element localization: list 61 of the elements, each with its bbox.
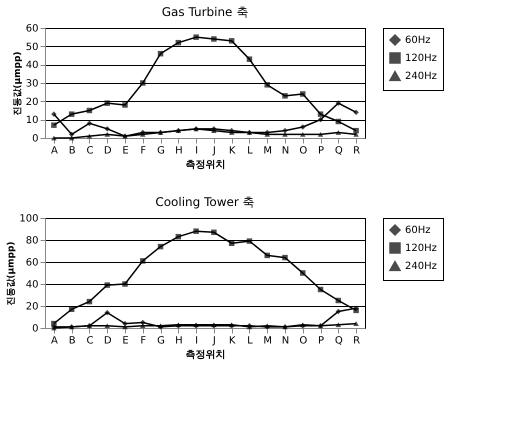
x-tick-label: Q: [334, 146, 343, 156]
y-tick-label: 100: [19, 214, 38, 224]
x-tick-label: B: [68, 336, 76, 346]
y-tick-label: 20: [26, 302, 38, 312]
x-tick-label: P: [318, 336, 324, 346]
x-tick-label: C: [86, 146, 94, 156]
x-tick-label: A: [50, 336, 58, 346]
x-tick-label: L: [247, 146, 254, 156]
y-tick-label: 60: [26, 24, 38, 34]
x-tick-label: E: [122, 146, 129, 156]
chart-title: Gas Turbine 축: [162, 5, 248, 19]
x-tick-label: G: [157, 146, 165, 156]
x-tick-label: G: [157, 336, 165, 346]
x-tick-label: J: [212, 336, 216, 346]
y-tick-label: 30: [26, 78, 38, 90]
y-tick-label: 20: [26, 96, 38, 108]
x-tick-label: F: [140, 146, 146, 156]
legend-label: 60Hz: [405, 225, 430, 236]
y-tick-label: 0: [32, 324, 38, 334]
x-tick-label: M: [263, 146, 272, 156]
x-tick-label: J: [212, 146, 216, 156]
y-axis-title: 진동값(μmpp): [12, 51, 23, 116]
legend-label: 240Hz: [405, 261, 437, 272]
y-tick-label: 50: [26, 42, 38, 53]
x-tick-label: H: [175, 336, 183, 346]
legend-label: 240Hz: [405, 71, 437, 82]
x-tick-label: H: [175, 146, 183, 156]
y-tick-label: 40: [26, 60, 38, 72]
legend-label: 120Hz: [405, 53, 437, 64]
x-tick-label: E: [122, 336, 129, 346]
y-tick-label: 40: [26, 280, 38, 290]
y-tick-label: 80: [26, 236, 38, 246]
x-tick-label: R: [353, 336, 360, 346]
y-axis-title: 진동값(μmpp): [6, 241, 16, 306]
x-axis-title: 측정위치: [186, 350, 226, 360]
x-tick-label: K: [228, 146, 236, 156]
x-tick-label: K: [228, 336, 236, 346]
x-tick-label: B: [68, 146, 76, 156]
chart-title: Cooling Tower 축: [155, 195, 255, 209]
x-tick-label: I: [195, 146, 198, 156]
y-tick-label: 10: [26, 115, 38, 126]
x-tick-label: D: [104, 336, 112, 346]
x-tick-label: C: [86, 336, 94, 346]
x-tick-label: A: [50, 146, 58, 156]
x-tick-label: N: [282, 336, 290, 346]
y-tick-label: 0: [32, 134, 38, 144]
x-tick-label: M: [263, 336, 272, 346]
legend-label: 120Hz: [405, 243, 437, 254]
x-tick-label: R: [353, 146, 360, 156]
x-tick-label: O: [299, 336, 308, 346]
x-tick-label: O: [299, 146, 308, 156]
x-tick-label: F: [140, 336, 146, 346]
x-tick-label: I: [195, 336, 198, 346]
x-tick-label: P: [318, 146, 324, 156]
y-tick-label: 60: [26, 258, 38, 268]
x-tick-label: L: [247, 336, 254, 346]
x-axis-title: 측정위치: [186, 160, 226, 170]
x-tick-label: D: [104, 146, 112, 156]
x-tick-label: N: [282, 146, 290, 156]
x-tick-label: Q: [334, 336, 343, 346]
legend-label: 60Hz: [405, 35, 430, 46]
